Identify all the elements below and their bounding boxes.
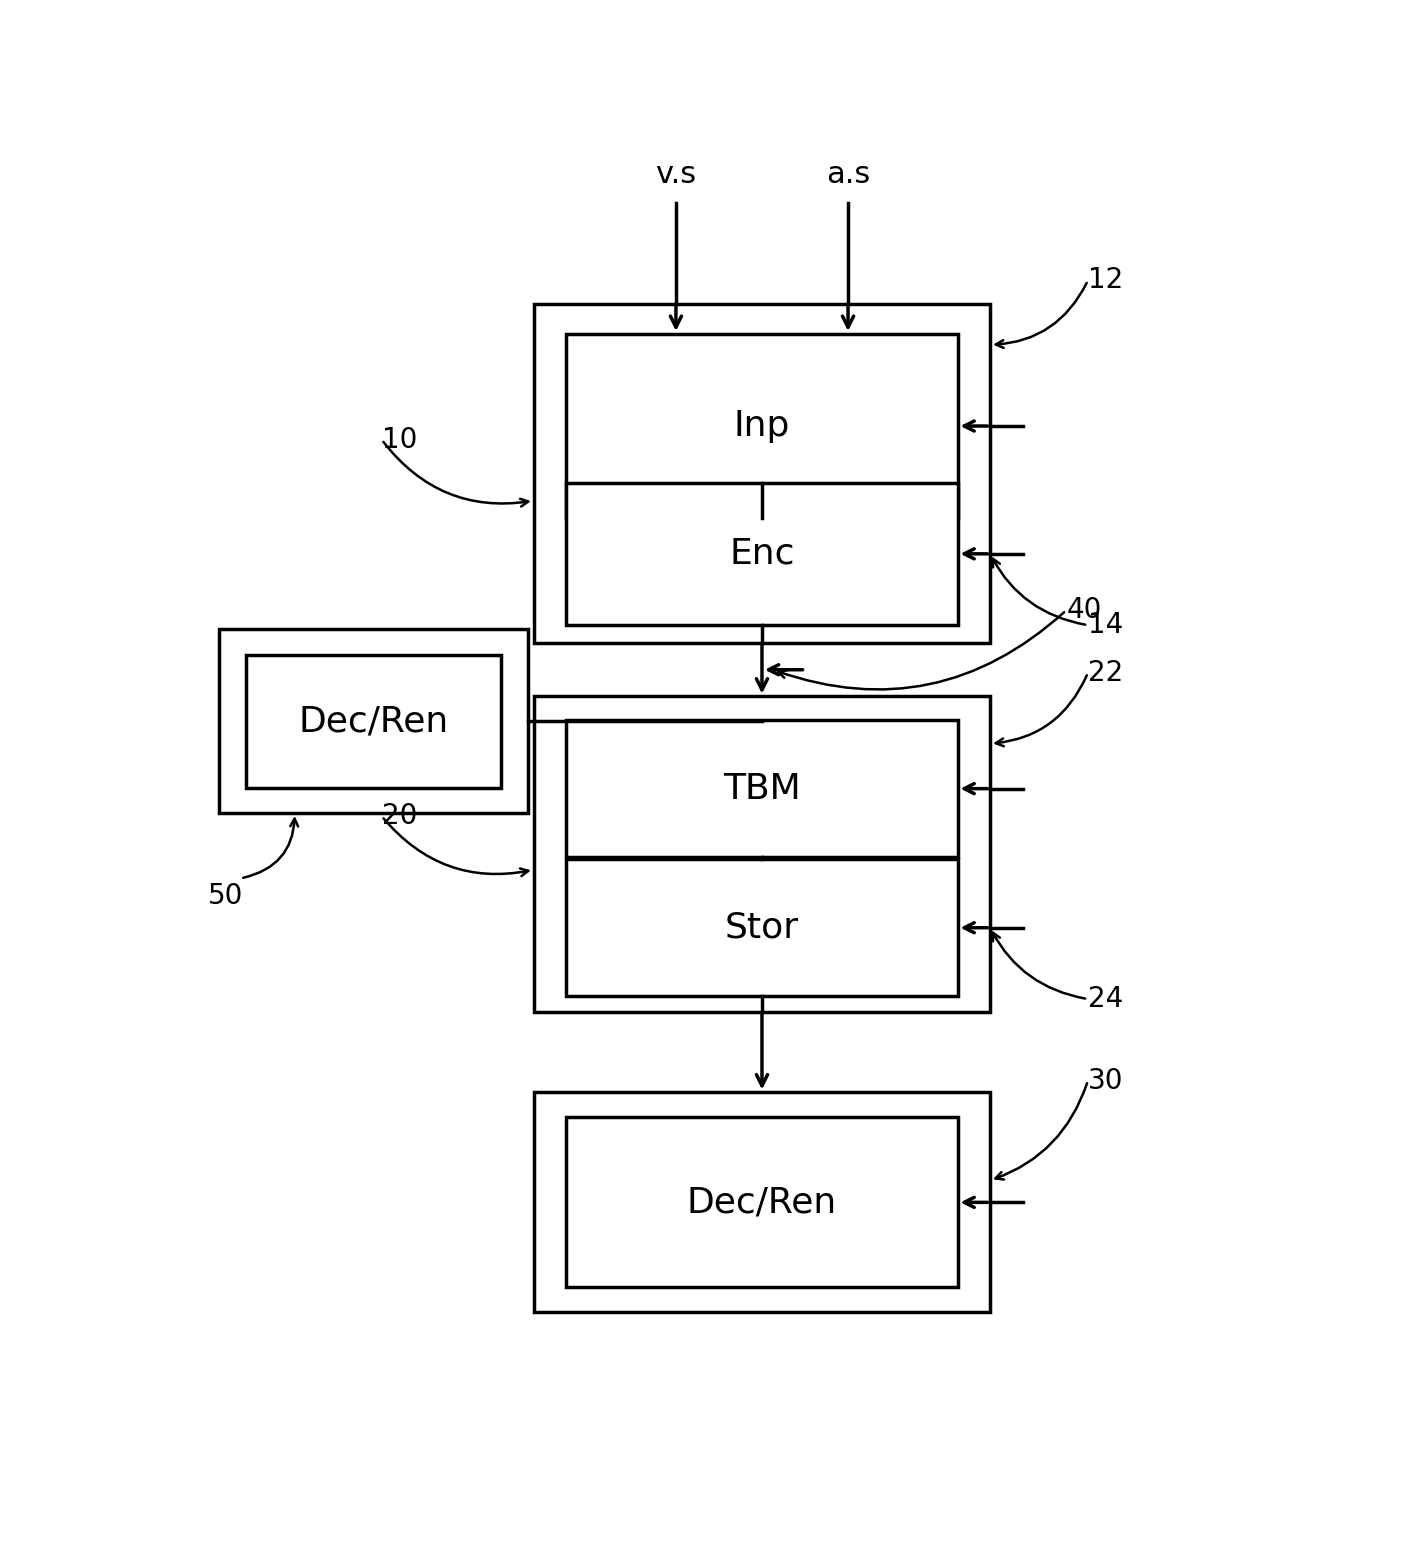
Bar	[566, 1118, 958, 1288]
Bar	[566, 860, 958, 996]
Bar	[566, 482, 958, 625]
Text: v.s: v.s	[655, 161, 697, 188]
Bar	[534, 304, 990, 642]
Text: 12: 12	[1088, 267, 1123, 295]
Text: 20: 20	[381, 803, 416, 831]
Text: 24: 24	[1088, 985, 1123, 1013]
Text: 30: 30	[1088, 1067, 1123, 1095]
Text: TBM: TBM	[723, 772, 801, 806]
Text: 10: 10	[381, 426, 416, 454]
Text: Inp: Inp	[733, 409, 791, 443]
Bar	[566, 334, 958, 519]
Bar	[566, 720, 958, 857]
Text: a.s: a.s	[826, 161, 871, 188]
Bar	[534, 696, 990, 1011]
Text: Stor: Stor	[725, 911, 799, 945]
Text: 14: 14	[1088, 611, 1123, 639]
Text: Enc: Enc	[729, 537, 795, 571]
Text: 50: 50	[207, 882, 243, 911]
Bar	[245, 655, 501, 787]
Text: Dec/Ren: Dec/Ren	[687, 1186, 837, 1220]
Text: 40: 40	[1067, 596, 1102, 624]
Text: Dec/Ren: Dec/Ren	[299, 704, 449, 738]
Bar	[534, 1093, 990, 1312]
Bar	[219, 628, 529, 814]
Text: 22: 22	[1088, 659, 1123, 687]
